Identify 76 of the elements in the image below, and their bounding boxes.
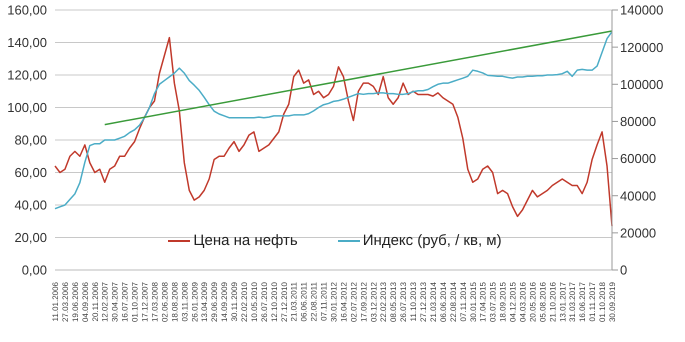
x-tick-label: 21.03.2014 [428, 281, 438, 322]
x-tick-label: 03.11.2008 [180, 281, 190, 322]
y-tick-label: 120,00 [7, 68, 47, 83]
x-tick-label: 18.09.2015 [498, 281, 508, 322]
y-tick-label: 0,00 [22, 262, 47, 278]
x-tick-label: 26.07.2013 [399, 281, 408, 322]
x-tick-label: 02.07.2012 [349, 281, 358, 322]
x-tick-label: 20.05.2016 [528, 281, 538, 322]
x-tick-label: 05.08.2016 [538, 281, 548, 322]
x-tick-label: 08.05.2013 [389, 281, 398, 322]
x-tick-label: 21.10.2016 [548, 281, 558, 322]
x-tick-label: 16.04.2012 [339, 281, 348, 322]
x-tick-label: 22.02.2013 [379, 281, 388, 322]
legend-label: Индекс (руб, / кв, м) [362, 232, 502, 249]
y2-tick-label: 80000 [620, 114, 656, 130]
x-tick-label: 11.10.2013 [409, 281, 418, 322]
x-tick-label: 07.11.2014 [458, 281, 468, 322]
y2-tick-label: 0 [620, 262, 628, 278]
y-tick-label: 80,00 [14, 132, 47, 148]
x-tick-label: 26.07.2010 [260, 281, 269, 322]
x-tick-label: 01.10.2018 [598, 281, 608, 322]
y-tick-label: 40,00 [14, 198, 47, 213]
y-tick-label: 140,00 [7, 35, 47, 50]
x-tick-label: 26.01.2009 [190, 281, 200, 322]
x-tick-label: 18.08.2008 [170, 281, 180, 322]
x-tick-label: 12.02.2007 [100, 281, 110, 322]
legend-label: Цена на нефть [193, 232, 298, 249]
x-tick-label: 16.07.2007 [120, 281, 130, 322]
x-tick-label: 30.09.2019 [608, 281, 617, 322]
x-tick-label: 13.01.2017 [558, 281, 568, 322]
x-tick-label: 02.06.2008 [160, 281, 170, 322]
y-tick-label: 160,00 [7, 2, 47, 18]
x-tick-label: 06.06.2014 [438, 281, 448, 322]
x-tick-label: 04.12.2015 [508, 281, 518, 322]
y-tick-label: 60,00 [14, 165, 47, 180]
x-tick-label: 04.09.2006 [80, 281, 90, 322]
y2-tick-label: 20000 [620, 225, 656, 240]
x-tick-label: 27.03.2006 [60, 281, 70, 322]
x-tick-label: 21.03.2011 [290, 281, 299, 322]
x-tick-label: 29.06.2009 [210, 281, 220, 322]
x-tick-label: 03.07.2015 [488, 281, 498, 322]
x-tick-label: 30.01.2015 [468, 281, 478, 322]
x-tick-label: 13.04.2009 [200, 281, 210, 322]
x-tick-label: 27.12.2010 [280, 281, 289, 322]
x-tick-label: 17.09.2012 [359, 281, 368, 322]
x-tick-label: 11.01.2006 [51, 281, 60, 322]
y-tick-label: 100,00 [7, 100, 47, 116]
x-tick-label: 19.06.2006 [70, 281, 80, 322]
x-tick-label: 30.11.2009 [230, 281, 240, 322]
x-tick-label: 22.08.2014 [448, 281, 458, 322]
x-tick-label: 14.09.2009 [220, 281, 230, 322]
x-tick-label: 12.10.2010 [270, 281, 279, 322]
x-tick-label: 07.11.2011 [320, 281, 329, 321]
y2-tick-label: 40000 [620, 188, 656, 204]
x-tick-label: 16.06.2017 [578, 281, 588, 322]
x-tick-label: 03.12.2012 [369, 281, 378, 322]
x-tick-label: 30.04.2007 [110, 281, 120, 322]
x-tick-label: 27.12.2013 [419, 281, 428, 322]
y2-tick-label: 120000 [620, 40, 664, 55]
x-tick-label: 31.03.2017 [568, 281, 578, 322]
y2-tick-label: 100000 [620, 76, 664, 92]
y-tick-label: 20,00 [14, 230, 47, 246]
x-tick-label: 20.11.2006 [90, 281, 100, 322]
x-tick-label: 22.08.2011 [310, 281, 319, 322]
y2-tick-label: 140000 [620, 2, 664, 18]
x-tick-label: 01.11.2017 [588, 281, 598, 322]
x-tick-label: 17.03.2008 [150, 281, 160, 322]
x-tick-label: 17.12.2007 [140, 281, 150, 322]
x-tick-label: 22.02.2010 [240, 281, 249, 322]
y2-tick-label: 60000 [620, 151, 656, 166]
x-tick-label: 06.06.2011 [300, 281, 309, 322]
x-tick-label: 01.10.2007 [130, 281, 140, 322]
x-tick-label: 17.04.2015 [478, 281, 488, 322]
x-tick-label: 10.05.2010 [250, 281, 259, 322]
x-tick-label: 30.01.2012 [330, 281, 338, 322]
x-tick-label: 04.03.2016 [518, 281, 528, 322]
